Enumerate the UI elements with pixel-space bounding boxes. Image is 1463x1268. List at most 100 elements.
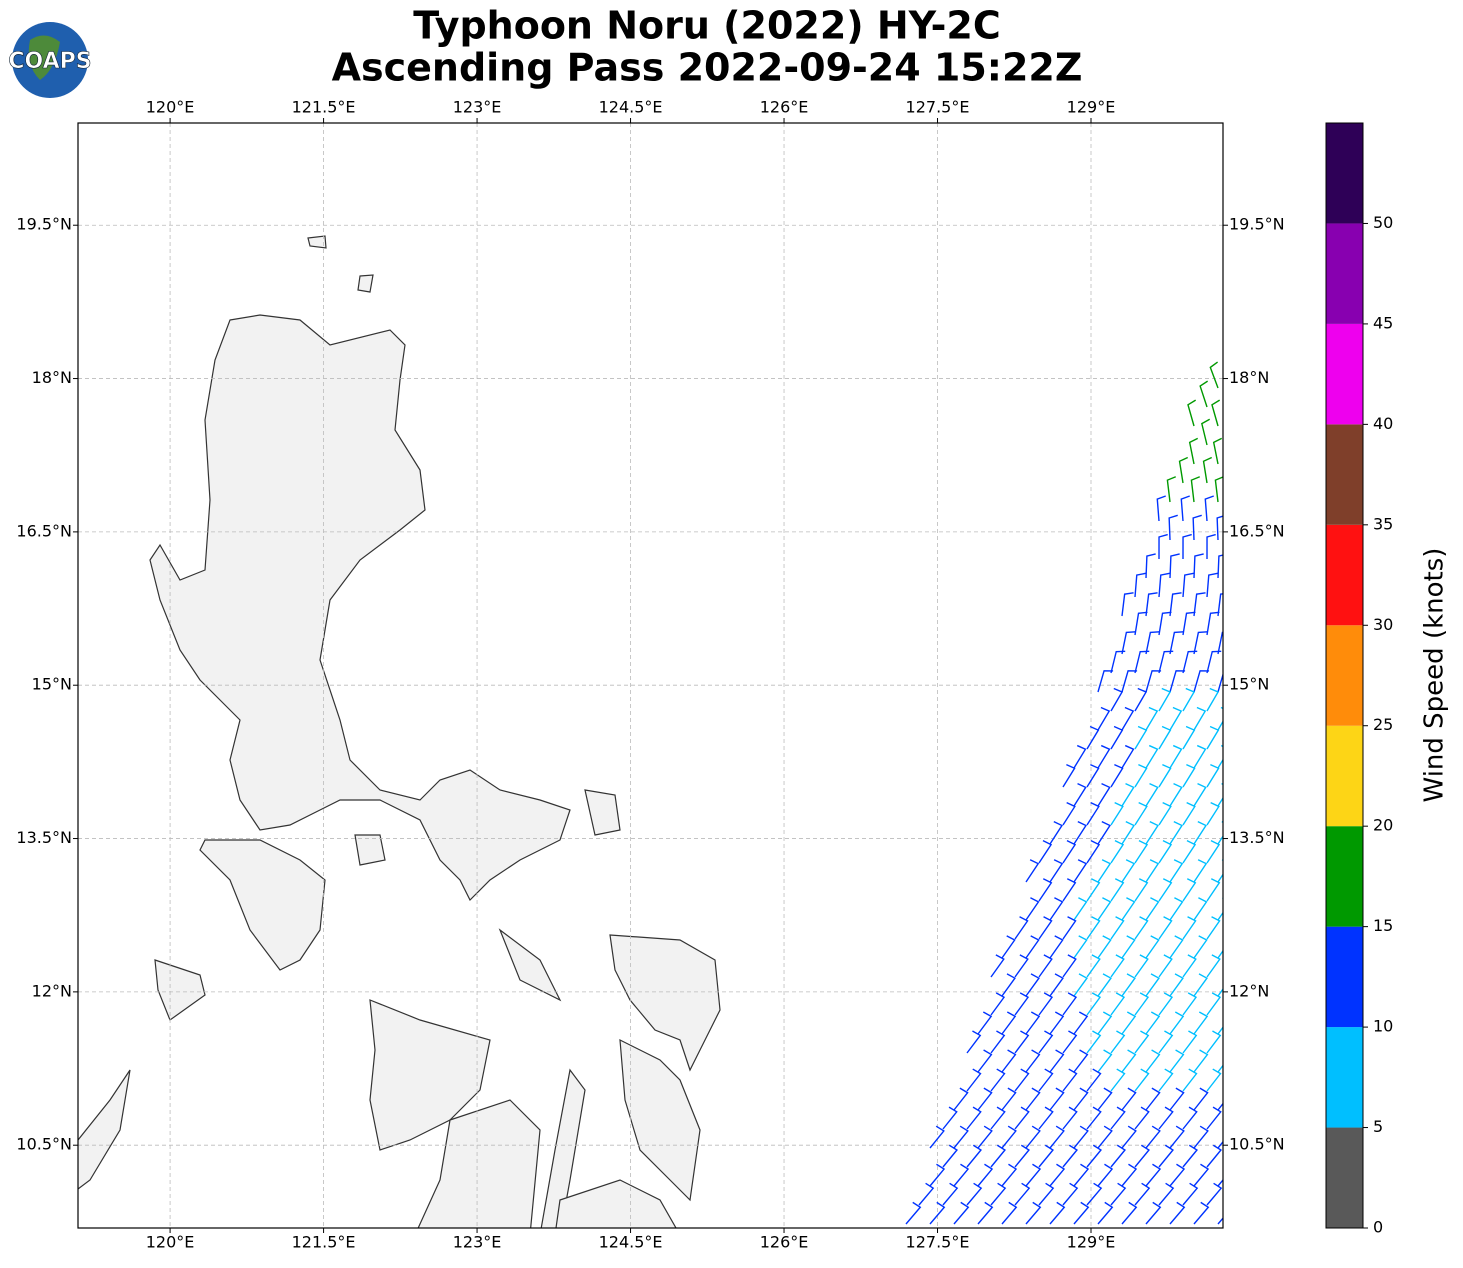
- y-tick-label: 18°N: [1229, 368, 1269, 387]
- wind-barb: [1193, 592, 1206, 617]
- wind-barb: [1097, 897, 1112, 921]
- y-tick-label: 19.5°N: [1229, 215, 1285, 234]
- wind-barb: [990, 1144, 1006, 1168]
- wind-barb: [1049, 897, 1064, 921]
- wind-barb: [1134, 878, 1149, 902]
- x-tick-label: 120°E: [146, 98, 195, 117]
- wind-barb: [1025, 1125, 1041, 1149]
- wind-barb: [1097, 670, 1114, 693]
- colorbar-segment: [1326, 1127, 1363, 1228]
- wind-barb: [1193, 631, 1208, 655]
- wind-barb: [1217, 935, 1223, 959]
- wind-barbs: [905, 361, 1223, 1225]
- wind-barb: [1193, 706, 1207, 731]
- wind-barb: [1145, 670, 1162, 693]
- wind-barb: [977, 1125, 993, 1149]
- wind-barb: [1049, 1049, 1065, 1073]
- wind-barb: [1169, 631, 1184, 655]
- wind-barb: [1193, 670, 1210, 693]
- wind-barb: [1134, 916, 1149, 940]
- wind-barb: [1206, 572, 1218, 598]
- wind-barb: [1110, 687, 1124, 712]
- wind-barb: [1025, 1163, 1042, 1187]
- wind-barb: [1193, 1011, 1209, 1035]
- wind-barb: [1158, 1030, 1174, 1054]
- wind-barb: [1166, 476, 1177, 503]
- wind-barb: [1212, 437, 1223, 465]
- wind-barb: [1014, 1030, 1030, 1054]
- wind-barb: [1217, 1217, 1223, 1225]
- wind-barb: [1073, 821, 1087, 845]
- coastline: [540, 1068, 586, 1228]
- wind-barb: [1182, 725, 1196, 750]
- wind-barb: [1217, 821, 1223, 845]
- wind-barb: [1049, 1087, 1065, 1111]
- coastline: [307, 235, 374, 293]
- colorbar-segment: [1326, 424, 1363, 525]
- wind-barb: [1158, 572, 1170, 598]
- wind-barb: [1134, 1182, 1151, 1206]
- x-tick-label: 120°E: [146, 1233, 195, 1252]
- colorbar-tick-label: 50: [1373, 213, 1393, 232]
- wind-barb: [1025, 1087, 1041, 1111]
- wind-barb: [1182, 611, 1196, 636]
- wind-barb: [1073, 973, 1088, 997]
- wind-barb: [1217, 897, 1223, 921]
- wind-barb: [990, 1182, 1007, 1206]
- wind-barb: [1145, 973, 1160, 997]
- wind-barb: [1121, 670, 1138, 693]
- wind-barb: [1001, 935, 1016, 959]
- wind-barb: [1062, 916, 1077, 940]
- wind-barb: [1158, 992, 1174, 1016]
- colorbar-segment: [1326, 826, 1363, 927]
- wind-barb: [977, 1049, 993, 1073]
- wind-barb: [1206, 1182, 1223, 1206]
- wind-barb: [1169, 744, 1183, 769]
- colorbar-segment: [1326, 223, 1363, 324]
- wind-barb: [1216, 515, 1223, 541]
- wind-barb: [1014, 954, 1029, 978]
- wind-barb: [1073, 897, 1088, 921]
- colorbar-tick-label: 0: [1373, 1218, 1383, 1237]
- wind-barb: [966, 1182, 983, 1206]
- wind-barb: [1062, 763, 1076, 788]
- wind-barb: [1193, 973, 1208, 997]
- x-tick-label: 124.5°E: [599, 1233, 663, 1252]
- wind-barb: [1158, 878, 1173, 902]
- colorbar-segment: [1326, 1027, 1363, 1128]
- wind-barb: [1169, 1011, 1185, 1035]
- colorbar-tick-label: 30: [1373, 615, 1393, 634]
- wind-barb: [1038, 840, 1053, 864]
- colorbar-segment: [1326, 323, 1363, 425]
- wind-barb: [1097, 1011, 1113, 1035]
- wind-barb: [1192, 514, 1202, 541]
- wind-barb: [1110, 725, 1124, 750]
- wind-barb: [1193, 553, 1204, 579]
- wind-barb: [1145, 821, 1159, 845]
- coastline: [369, 999, 491, 1151]
- wind-barb: [1206, 992, 1222, 1016]
- wind-barb: [1206, 1030, 1222, 1054]
- title: Typhoon Noru (2022) HY-2C: [413, 4, 1000, 48]
- wind-barb: [1121, 1087, 1137, 1111]
- wind-barb: [1110, 878, 1125, 902]
- wind-barb: [1110, 801, 1124, 826]
- wind-barb: [1158, 1068, 1174, 1092]
- wind-barb: [1193, 744, 1207, 769]
- wind-barb: [1182, 572, 1194, 598]
- wind-barb: [1193, 1163, 1210, 1187]
- wind-barb: [1182, 1068, 1198, 1092]
- wind-barb: [1121, 1163, 1138, 1187]
- wind-barb: [1073, 1201, 1090, 1225]
- wind-barb: [1206, 763, 1220, 788]
- wind-barb: [1217, 593, 1223, 617]
- wind-barb: [1169, 1125, 1185, 1149]
- y-tick-label: 12°N: [1229, 981, 1269, 1000]
- x-tick-label: 121.5°E: [292, 1233, 356, 1252]
- wind-barb: [1134, 992, 1150, 1016]
- wind-barb: [1217, 554, 1223, 579]
- wind-barb: [1199, 380, 1209, 408]
- wind-barb: [1086, 954, 1101, 978]
- wind-barb: [1158, 725, 1172, 750]
- wind-barb: [1206, 1068, 1222, 1092]
